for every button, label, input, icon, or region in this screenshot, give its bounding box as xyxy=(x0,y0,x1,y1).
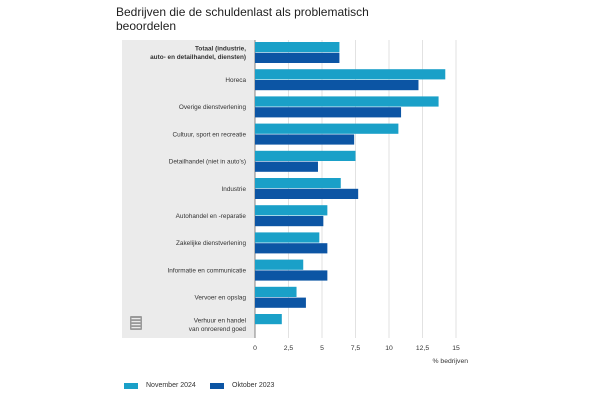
x-tick-label: 0 xyxy=(253,345,257,352)
x-tick-label: 10 xyxy=(385,345,393,352)
category-label-horeca: Horeca xyxy=(225,77,246,84)
category-label-cultuur-sport-en-recreatie: Cultuur, sport en recreatie xyxy=(172,131,246,138)
database-icon xyxy=(130,316,142,330)
category-label-informatie-en-communicatie: Informatie en communicatie xyxy=(168,267,247,274)
bar-november-2024-informatie-en-communicatie xyxy=(255,259,304,270)
legend-swatch-oktober-2023 xyxy=(210,382,224,389)
bar-oktober-2023-autohandel-en-reparatie xyxy=(255,216,324,227)
legend-label-november-2024: November 2024 xyxy=(146,382,196,389)
x-tick-label: 7,5 xyxy=(351,345,361,352)
category-label-overige-dienstverlening: Overige dienstverlening xyxy=(179,104,247,111)
bar-oktober-2023-horeca xyxy=(255,80,419,91)
x-tick-label: 12,5 xyxy=(416,345,429,352)
bar-oktober-2023-vervoer-en-opslag xyxy=(255,297,306,308)
bar-november-2024-autohandel-en-reparatie xyxy=(255,205,328,216)
category-label-verhuur-en-handel-van-onroerend-goed: Verhuur en handel van onroerend goed xyxy=(189,318,247,333)
x-tick-label: 5 xyxy=(320,345,324,352)
x-axis-title: % bedrijven xyxy=(432,358,468,365)
bar-november-2024-zakelijke-dienstverlening xyxy=(255,232,320,243)
x-tick-label: 15 xyxy=(452,345,460,352)
bar-november-2024-totaal-industrie-auto-en-detailhandel-diensten xyxy=(255,42,340,53)
legend-label-oktober-2023: Oktober 2023 xyxy=(232,382,275,389)
bar-oktober-2023-zakelijke-dienstverlening xyxy=(255,243,328,254)
bar-november-2024-detailhandel-niet-in-auto-s xyxy=(255,150,356,161)
bar-oktober-2023-overige-dienstverlening xyxy=(255,107,402,118)
chart-title: Bedrijven die de schuldenlast als proble… xyxy=(116,5,369,33)
category-label-detailhandel-niet-in-auto-s: Detailhandel (niet in auto's) xyxy=(169,159,246,166)
legend-item-november-2024: November 2024 xyxy=(124,382,196,389)
bar-oktober-2023-informatie-en-communicatie xyxy=(255,270,328,281)
bar-oktober-2023-industrie xyxy=(255,188,359,199)
bar-oktober-2023-totaal-industrie-auto-en-detailhandel-diensten xyxy=(255,52,340,63)
bar-oktober-2023-detailhandel-niet-in-auto-s xyxy=(255,161,318,172)
bar-november-2024-overige-dienstverlening xyxy=(255,96,439,107)
bar-november-2024-verhuur-en-handel-van-onroerend-goed xyxy=(255,314,282,325)
category-label-industrie: Industrie xyxy=(221,186,246,193)
category-label-autohandel-en-reparatie: Autohandel en -reparatie xyxy=(176,213,247,220)
legend-item-oktober-2023: Oktober 2023 xyxy=(210,382,274,389)
category-label-vervoer-en-opslag: Vervoer en opslag xyxy=(194,295,246,302)
legend-swatch-november-2024 xyxy=(124,382,138,389)
bar-oktober-2023-cultuur-sport-en-recreatie xyxy=(255,134,355,145)
category-panel xyxy=(122,40,255,338)
category-label-totaal-industrie-auto-en-detailhandel-diensten: Totaal (industrie, auto- en detailhandel,… xyxy=(150,46,246,61)
x-tick-label: 2,5 xyxy=(284,345,294,352)
bar-november-2024-industrie xyxy=(255,178,341,189)
bar-november-2024-vervoer-en-opslag xyxy=(255,286,297,297)
bar-november-2024-horeca xyxy=(255,69,446,80)
bar-november-2024-cultuur-sport-en-recreatie xyxy=(255,123,399,134)
category-label-zakelijke-dienstverlening: Zakelijke dienstverlening xyxy=(176,240,246,247)
